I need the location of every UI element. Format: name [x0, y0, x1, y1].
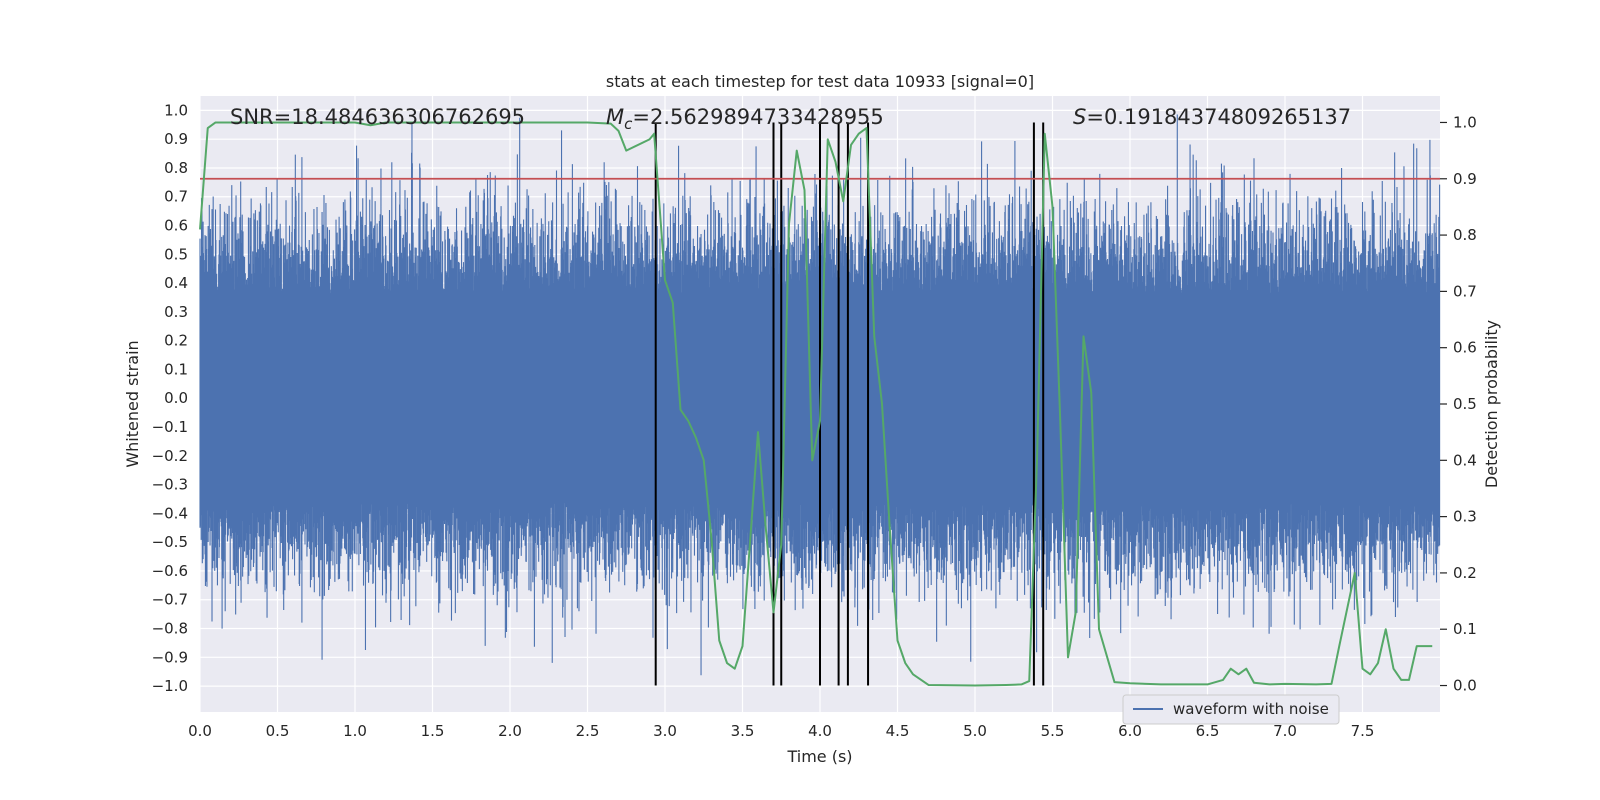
- x-tick-label: 3.5: [731, 722, 755, 740]
- mc-value: =2.5629894733428955: [632, 105, 883, 129]
- s-symbol: S: [1073, 105, 1086, 129]
- y-left-tick-label: −1.0: [152, 677, 188, 695]
- vertical-markers: [654, 122, 1045, 686]
- y-left-tick-label: −0.6: [152, 562, 188, 580]
- x-tick-label: 0.0: [188, 722, 212, 740]
- y-axis-left-label: Whitened strain: [123, 340, 142, 467]
- y-right-tick-label: 0.2: [1453, 564, 1477, 582]
- x-tick-label: 1.5: [421, 722, 445, 740]
- probability-line: [199, 121, 1433, 687]
- y-left-tick-label: −0.2: [152, 447, 188, 465]
- x-tick-label: 3.0: [653, 722, 677, 740]
- y-right-tick-label: 0.4: [1453, 451, 1477, 469]
- y-left-tick-label: 1.0: [164, 101, 188, 119]
- x-tick-label: 1.0: [343, 722, 367, 740]
- y-right-tick-label: 0.7: [1453, 282, 1477, 300]
- legend: waveform with noise: [1122, 694, 1340, 725]
- y-left-tick-label: 0.7: [164, 188, 188, 206]
- y-left-tick-label: 0.3: [164, 303, 188, 321]
- y-right-tick-label: 0.5: [1453, 395, 1477, 413]
- y-right-tick-label: 1.0: [1453, 113, 1477, 131]
- x-tick-label: 5.5: [1041, 722, 1065, 740]
- x-tick-label: 7.5: [1351, 722, 1375, 740]
- x-tick-label: 2.5: [576, 722, 600, 740]
- y-right-tick-label: 0.0: [1453, 677, 1477, 695]
- y-left-tick-label: −0.1: [152, 418, 188, 436]
- x-tick-label: 2.0: [498, 722, 522, 740]
- y-left-tick-label: −0.4: [152, 504, 188, 522]
- y-left-tick-label: 0.1: [164, 360, 188, 378]
- y-left-tick-label: −0.8: [152, 620, 188, 638]
- s-annotation: S=0.19184374809265137: [1073, 105, 1351, 129]
- y-right-tick-label: 0.8: [1453, 226, 1477, 244]
- y-left-tick-label: 0.8: [164, 159, 188, 177]
- x-tick-label: 5.0: [963, 722, 987, 740]
- y-left-tick-label: 0.6: [164, 217, 188, 235]
- s-value: =0.19184374809265137: [1086, 105, 1351, 129]
- y-left-tick-label: 0.4: [164, 274, 188, 292]
- x-tick-label: 4.5: [886, 722, 910, 740]
- y-left-tick-label: 0.9: [164, 130, 188, 148]
- x-tick-label: 6.0: [1118, 722, 1142, 740]
- y-left-tick-label: 0.0: [164, 389, 188, 407]
- probability-series: [199, 121, 1433, 687]
- x-tick-label: 0.5: [266, 722, 290, 740]
- y-left-tick-label: −0.5: [152, 533, 188, 551]
- snr-annotation: SNR=18.484636306762695: [230, 105, 525, 129]
- y-right-tick-label: 0.6: [1453, 339, 1477, 357]
- mc-subscript: c: [624, 115, 633, 133]
- chart-title: stats at each timestep for test data 109…: [606, 72, 1034, 91]
- chirp-mass-annotation: Mc=2.5629894733428955: [606, 105, 884, 133]
- y-left-tick-label: 0.5: [164, 245, 188, 263]
- y-left-tick-label: 0.2: [164, 332, 188, 350]
- noise-waveform: [199, 114, 1441, 676]
- y-right-tick-label: 0.9: [1453, 170, 1477, 188]
- x-ticks: 0.0 0.5 1.0 1.5 2.0 2.5 3.0 3.5 4.0 4.5 5.0 5.5 6.0 6…: [188, 722, 1374, 740]
- x-axis-label: Time (s): [786, 747, 852, 766]
- x-tick-label: 4.0: [808, 722, 832, 740]
- legend-box: [1122, 694, 1340, 725]
- mc-symbol: M: [606, 105, 624, 129]
- x-tick-label: 7.0: [1273, 722, 1297, 740]
- y-ticks-left: 1.0 0.9 0.8 0.7 0.6 0.5 0.4 0.3 0.2 0.1 0.0 −0.1 −0.…: [152, 101, 188, 695]
- y-left-tick-label: −0.3: [152, 476, 188, 494]
- y-right-tick-label: 0.1: [1453, 620, 1477, 638]
- legend-label: waveform with noise: [1173, 700, 1329, 718]
- y-ticks-right: 1.0 0.9 0.8 0.7 0.6 0.5 0.4 0.3 0.2 0.1 0.0: [1440, 113, 1477, 695]
- y-right-tick-label: 0.3: [1453, 508, 1477, 526]
- y-left-tick-label: −0.9: [152, 648, 188, 666]
- x-tick-label: 6.5: [1196, 722, 1220, 740]
- y-left-tick-label: −0.7: [152, 591, 188, 609]
- y-axis-right-label: Detection probability: [1482, 320, 1501, 488]
